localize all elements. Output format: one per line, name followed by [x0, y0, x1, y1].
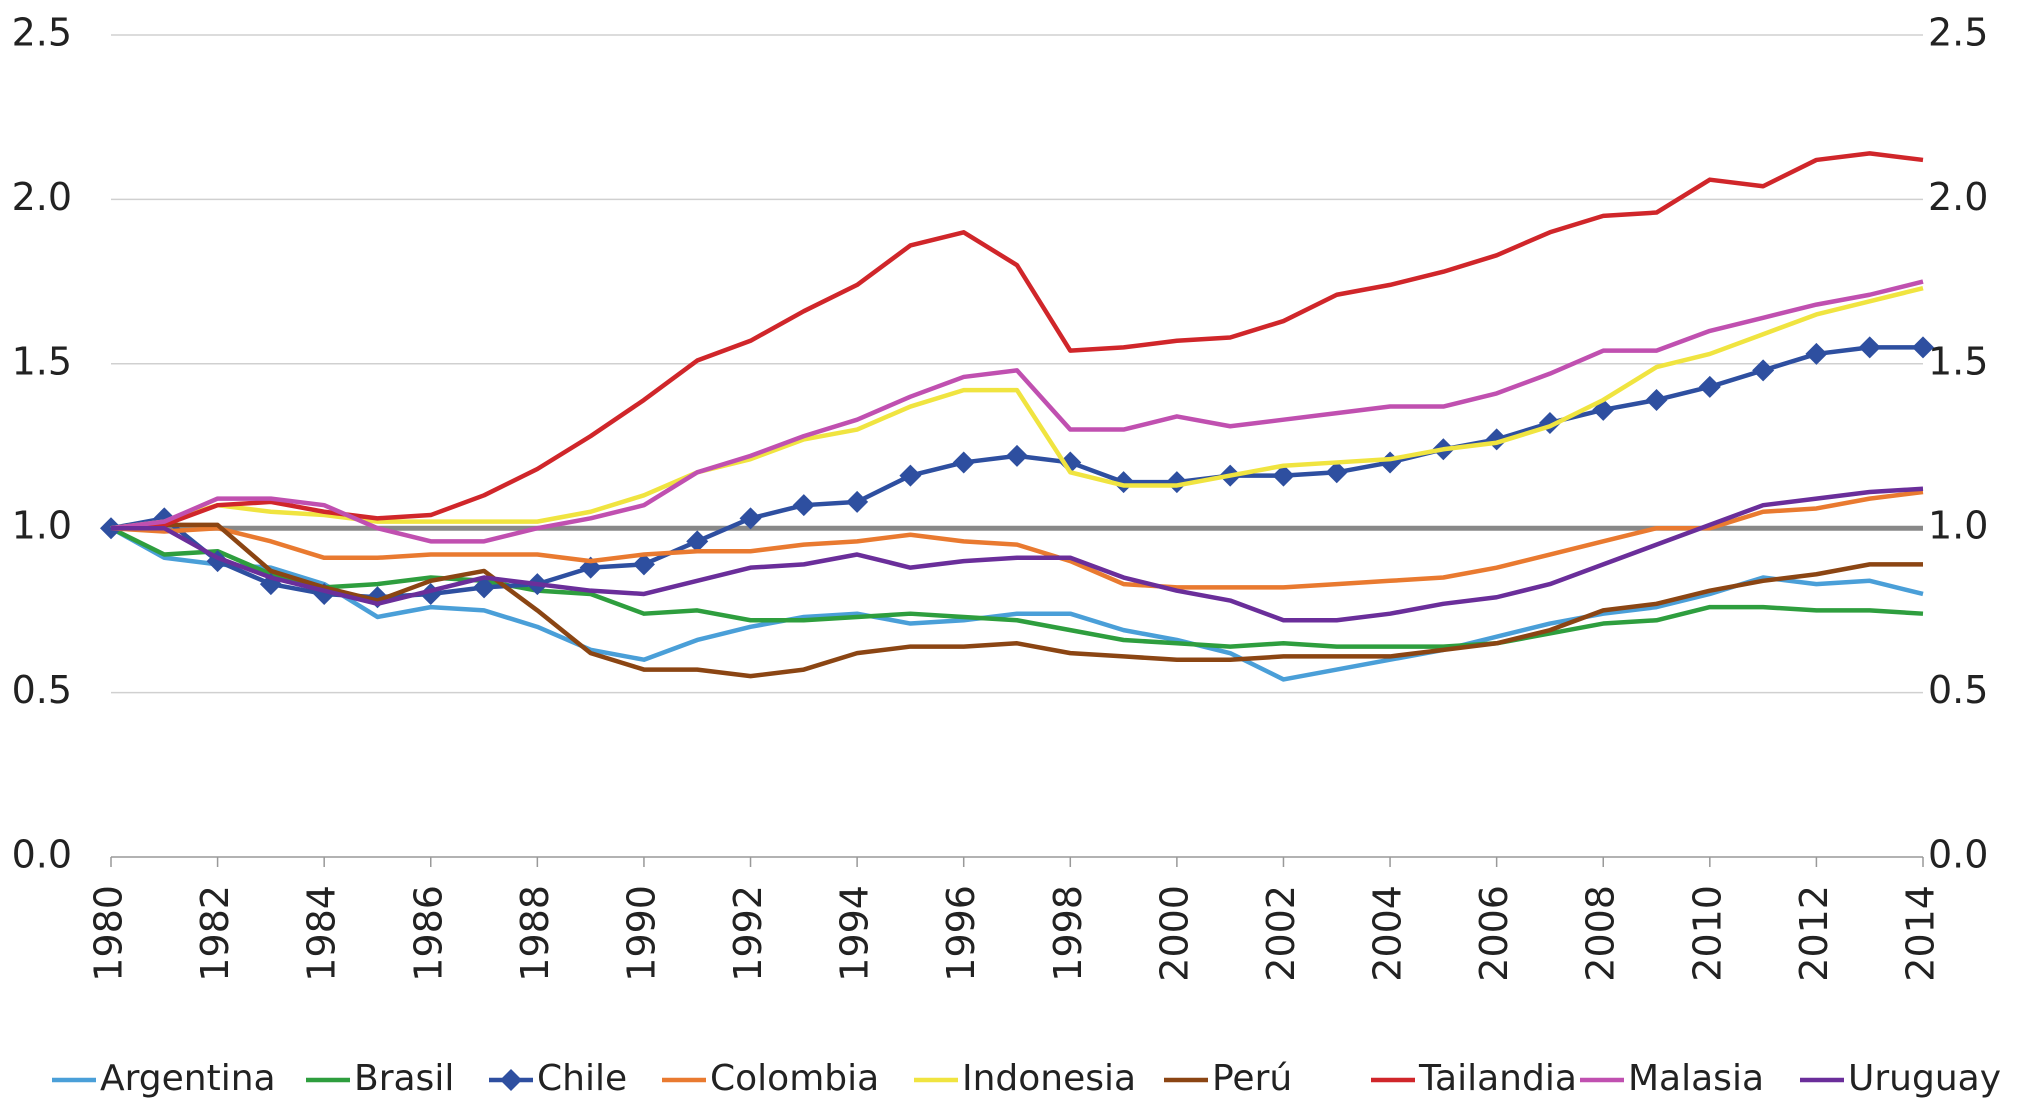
- legend-marker: [500, 1069, 522, 1091]
- x-tick-label: 2002: [1259, 885, 1303, 982]
- x-tick-label: 1998: [1046, 885, 1090, 982]
- y2-tick-label: 1.0: [1928, 504, 1988, 548]
- marker: [1379, 451, 1402, 474]
- x-tick-label: 1996: [939, 885, 983, 982]
- y-tick-label: 1.5: [12, 339, 72, 383]
- y2-tick-label: 2.0: [1928, 175, 1988, 219]
- x-tick-label: 1988: [513, 885, 557, 982]
- x-tick-label: 2004: [1366, 885, 1410, 982]
- marker: [1805, 342, 1828, 365]
- series-line: [110, 522, 1923, 679]
- x-tick-label: 2000: [1152, 885, 1196, 982]
- y-tick-label: 0.5: [12, 668, 72, 712]
- x-tick-label: 1984: [300, 885, 344, 982]
- x-tick-label: 2006: [1472, 885, 1516, 982]
- x-tick-label: 1980: [87, 885, 131, 982]
- marker: [1006, 444, 1028, 467]
- marker: [1698, 375, 1721, 398]
- marker: [739, 507, 762, 530]
- marker: [1325, 461, 1348, 484]
- series-line: [110, 489, 1924, 590]
- series-line: [110, 526, 1924, 649]
- series-line: [110, 279, 1924, 544]
- legend-label: Chile: [537, 1058, 627, 1099]
- x-tick-label: 2012: [1792, 885, 1836, 982]
- legend-label: Malasia: [1628, 1058, 1764, 1099]
- x-tick-label: 2014: [1899, 885, 1943, 982]
- series-line: [111, 486, 1924, 623]
- marker: [952, 451, 975, 474]
- marker: [632, 553, 655, 576]
- x-tick-label: 2010: [1685, 885, 1729, 982]
- y2-tick-label: 0.0: [1928, 833, 1988, 877]
- legend-label: Tailandia: [1418, 1058, 1577, 1099]
- legend-label: Argentina: [100, 1058, 276, 1099]
- marker: [473, 576, 496, 599]
- y-tick-label: 0.0: [12, 833, 72, 877]
- legend-label: Brasil: [354, 1058, 454, 1099]
- y-tick-label: 2.5: [12, 11, 72, 55]
- legend-label: Perú: [1212, 1058, 1292, 1099]
- marker: [846, 490, 869, 513]
- x-tick-label: 1994: [833, 885, 877, 982]
- y2-tick-label: 1.5: [1928, 339, 1988, 383]
- marker: [792, 494, 815, 517]
- marker: [899, 464, 922, 487]
- x-tick-label: 1982: [193, 885, 237, 982]
- legend-label: Uruguay: [1848, 1058, 2001, 1099]
- x-tick-label: 1990: [619, 885, 663, 982]
- y-tick-label: 2.0: [12, 175, 72, 219]
- x-tick-label: 2008: [1579, 885, 1623, 982]
- marker: [686, 530, 709, 553]
- marker: [1912, 336, 1934, 359]
- x-tick-label: 1992: [726, 885, 770, 982]
- y2-tick-label: 0.5: [1928, 668, 1988, 712]
- legend-label: Indonesia: [962, 1058, 1136, 1099]
- y-tick-label: 1.0: [12, 504, 72, 548]
- x-tick-label: 1986: [406, 885, 450, 982]
- series-line: [109, 526, 1924, 682]
- legend-label: Colombia: [710, 1058, 879, 1099]
- marker: [1858, 336, 1881, 359]
- series-line: [110, 285, 1924, 531]
- marker: [1272, 464, 1295, 487]
- series-line: [110, 151, 1924, 531]
- marker: [1645, 388, 1668, 411]
- marker: [1752, 359, 1775, 382]
- y2-tick-label: 2.5: [1928, 11, 1988, 55]
